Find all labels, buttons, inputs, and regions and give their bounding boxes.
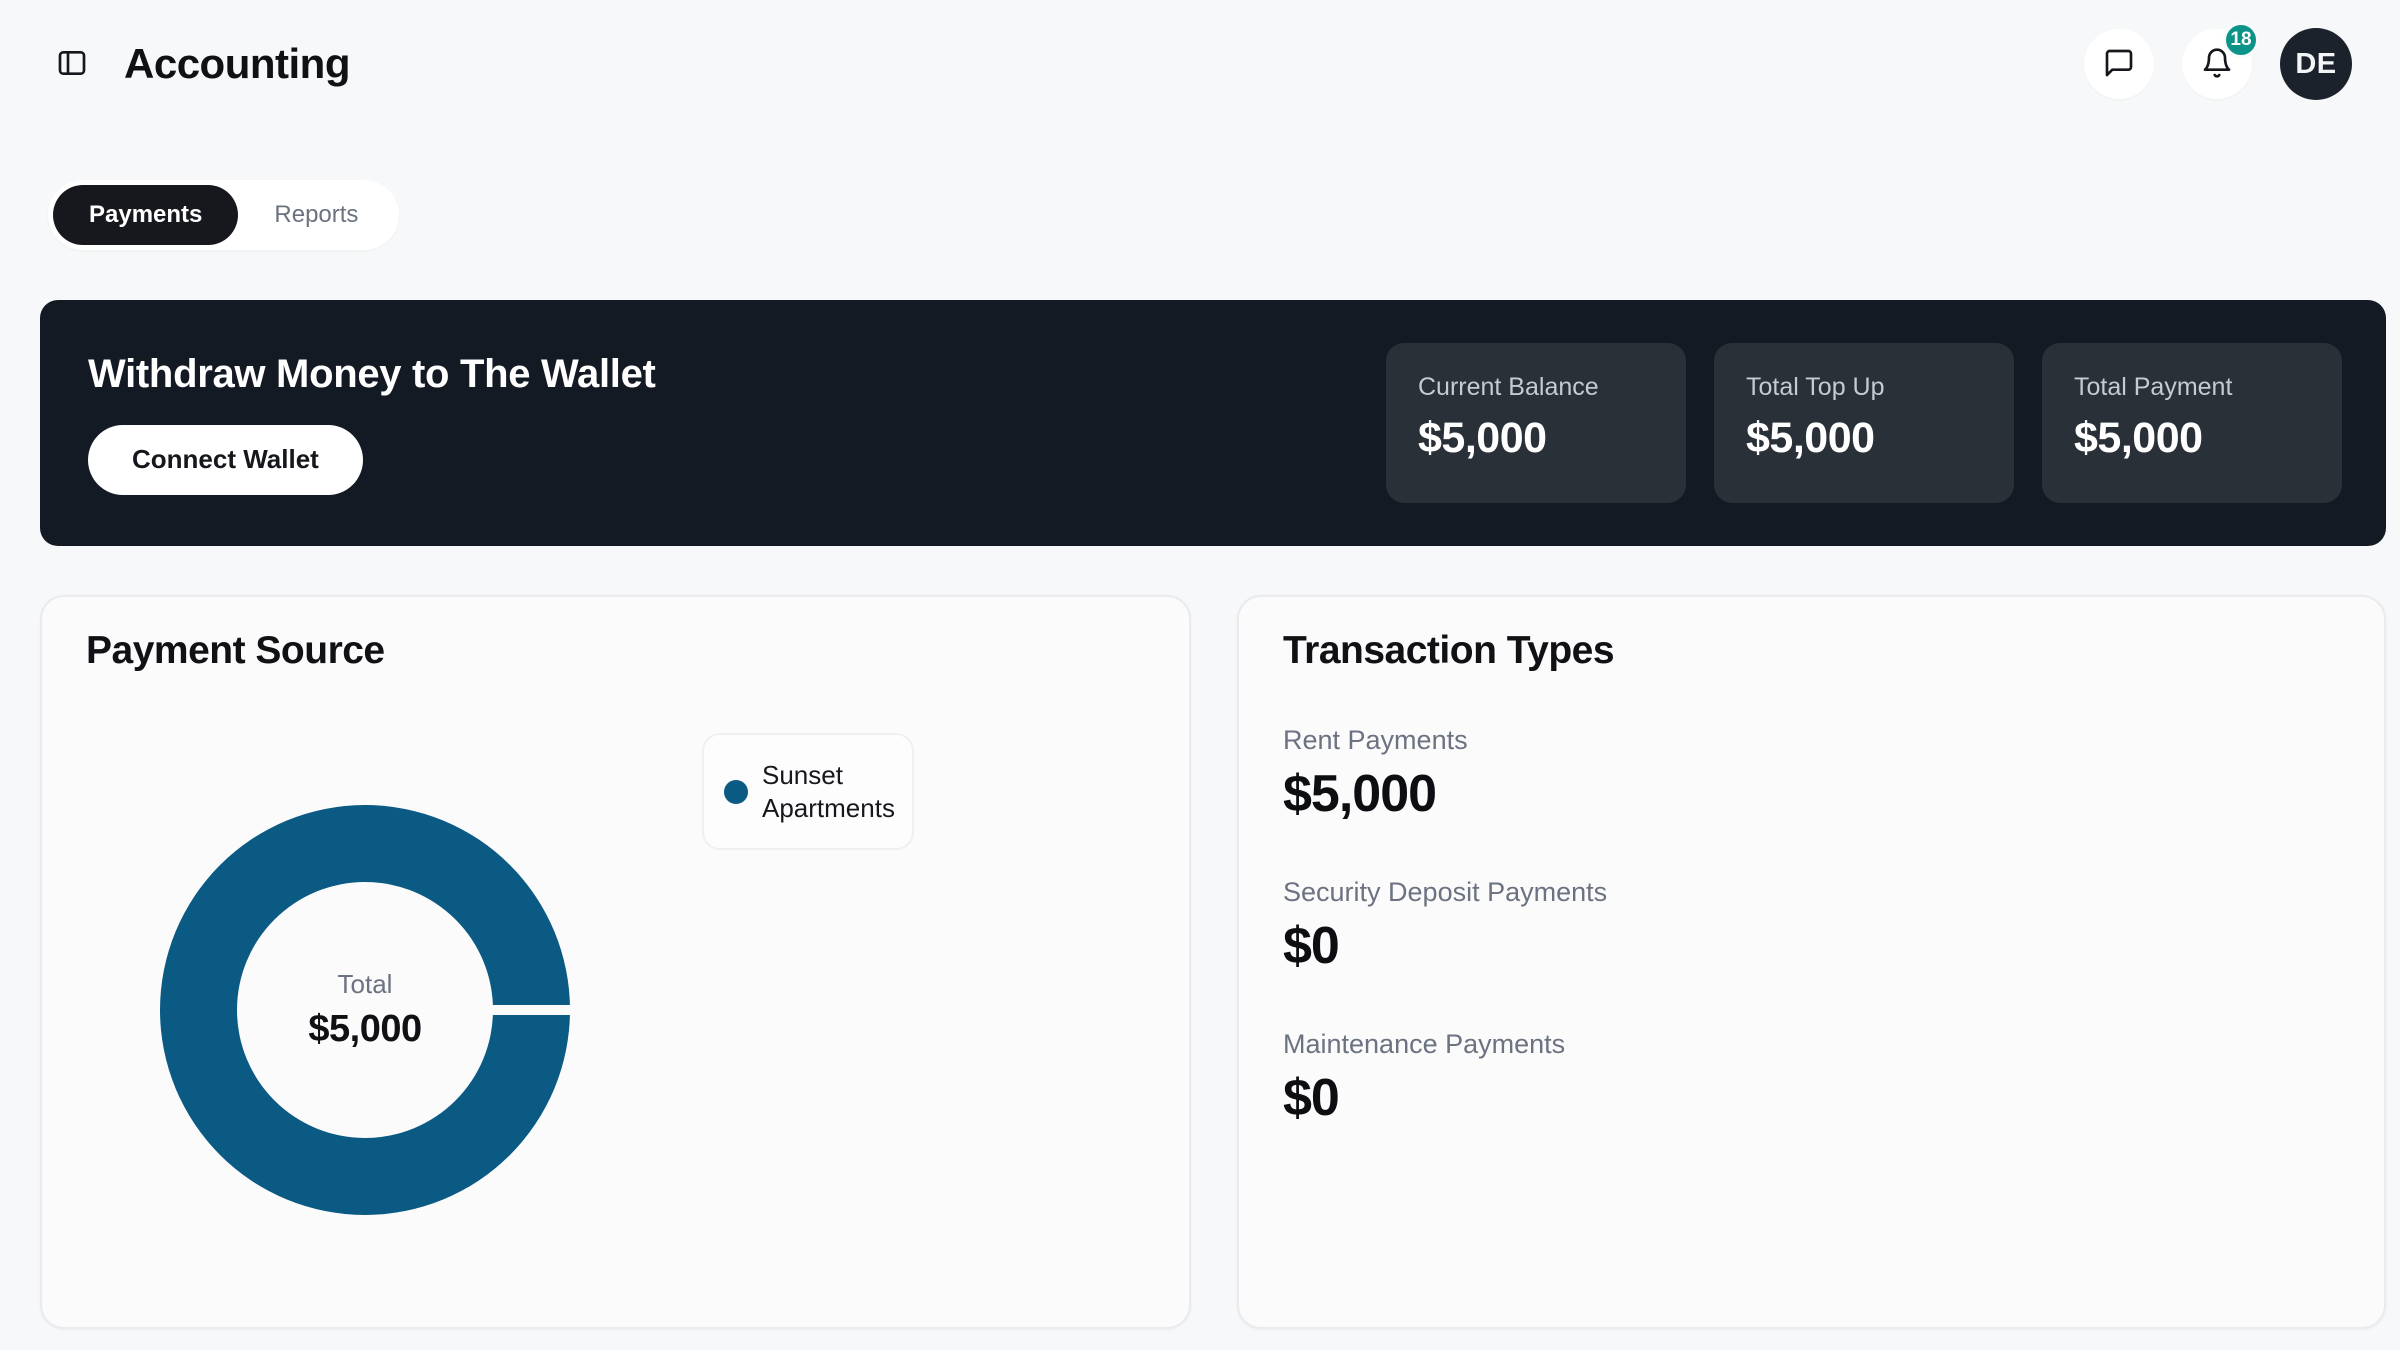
tabs: Payments Reports (48, 180, 400, 250)
stat-card-total-top-up: Total Top Up $5,000 (1714, 343, 2014, 503)
payment-source-card: Payment Source Total $5,000 Sunset Apart… (40, 595, 1191, 1329)
chart-legend: Sunset Apartments (702, 733, 914, 850)
notification-count-badge: 18 (2223, 22, 2259, 58)
list-item: Maintenance Payments $0 (1283, 1029, 1607, 1128)
sidebar-toggle-button[interactable] (48, 40, 96, 88)
banner-title: Withdraw Money to The Wallet (88, 351, 656, 396)
top-bar: Accounting 18 DE (0, 0, 2400, 128)
notifications-button[interactable]: 18 (2182, 22, 2259, 99)
legend-dot-icon (724, 779, 748, 804)
avatar[interactable]: DE (2280, 28, 2352, 100)
transaction-types-list: Rent Payments $5,000 Security Deposit Pa… (1283, 725, 1607, 1181)
donut-total-value: $5,000 (308, 1008, 422, 1050)
stat-card-current-balance: Current Balance $5,000 (1386, 343, 1686, 503)
list-item: Security Deposit Payments $0 (1283, 877, 1607, 976)
donut-center: Total $5,000 (160, 805, 570, 1215)
bell-icon (2201, 47, 2233, 82)
chat-bubble-icon (2103, 47, 2135, 82)
stat-value: $5,000 (1418, 414, 1547, 462)
payment-source-donut-chart: Total $5,000 (160, 805, 574, 1215)
legend-label: Sunset Apartments (762, 760, 895, 823)
page-title: Accounting (124, 40, 350, 87)
panel-left-icon (56, 47, 88, 82)
donut-segment-gap (482, 1005, 574, 1015)
topbar-actions: 18 DE (2084, 22, 2352, 100)
stat-card-total-payment: Total Payment $5,000 (2042, 343, 2342, 503)
transaction-types-card: Transaction Types Rent Payments $5,000 S… (1237, 595, 2386, 1329)
list-item: Rent Payments $5,000 (1283, 725, 1607, 824)
tab-payments[interactable]: Payments (53, 185, 239, 245)
stat-label: Current Balance (1418, 373, 1599, 401)
wallet-banner: Withdraw Money to The Wallet Connect Wal… (40, 300, 2386, 546)
transaction-types-title: Transaction Types (1283, 629, 1615, 672)
transaction-type-value: $0 (1283, 1069, 1340, 1127)
transaction-type-value: $0 (1283, 917, 1340, 975)
transaction-type-label: Security Deposit Payments (1283, 877, 1608, 907)
transaction-type-label: Rent Payments (1283, 725, 1468, 755)
transaction-type-value: $5,000 (1283, 765, 1437, 823)
donut-ring: Total $5,000 (160, 805, 574, 1215)
banner-stats: Current Balance $5,000 Total Top Up $5,0… (1386, 343, 2342, 503)
stat-label: Total Payment (2074, 373, 2233, 401)
messages-button[interactable] (2084, 29, 2154, 99)
donut-hole (237, 882, 493, 1138)
donut-total-label: Total (337, 969, 393, 999)
wallet-banner-left: Withdraw Money to The Wallet Connect Wal… (88, 352, 656, 495)
stat-value: $5,000 (2074, 414, 2203, 462)
payment-source-title: Payment Source (86, 629, 385, 672)
transaction-type-label: Maintenance Payments (1283, 1029, 1566, 1059)
connect-wallet-button[interactable]: Connect Wallet (88, 424, 363, 495)
stat-value: $5,000 (1746, 414, 1875, 462)
stat-label: Total Top Up (1746, 373, 1885, 401)
tab-reports[interactable]: Reports (238, 185, 394, 245)
